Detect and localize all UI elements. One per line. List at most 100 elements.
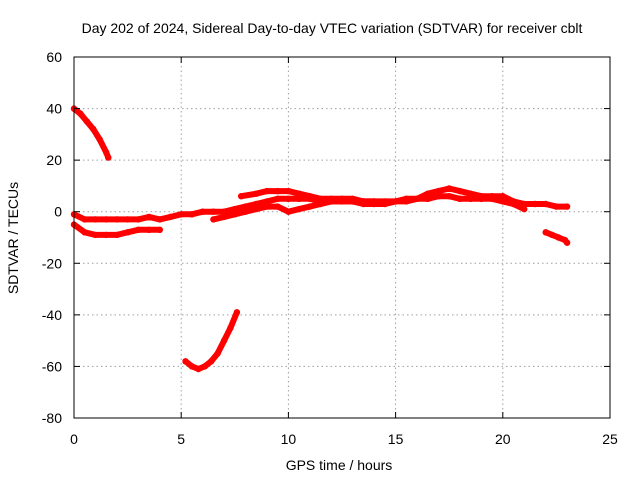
data-point bbox=[188, 363, 196, 370]
data-point bbox=[92, 216, 99, 223]
series-line bbox=[210, 198, 378, 223]
data-point bbox=[105, 154, 112, 161]
series-arc-f bbox=[210, 198, 378, 223]
data-point bbox=[488, 193, 496, 200]
data-point bbox=[113, 216, 121, 223]
data-point bbox=[199, 208, 206, 215]
data-point bbox=[156, 226, 163, 233]
data-point bbox=[214, 350, 221, 357]
data-point bbox=[263, 203, 271, 210]
data-point bbox=[542, 200, 549, 208]
data-point bbox=[242, 208, 249, 215]
data-point bbox=[435, 187, 442, 195]
data-point bbox=[201, 363, 208, 370]
grid-lines bbox=[74, 57, 610, 418]
data-point bbox=[113, 231, 121, 239]
data-point bbox=[371, 198, 378, 205]
data-point bbox=[210, 208, 217, 215]
data-point bbox=[542, 229, 549, 236]
data-point bbox=[295, 190, 303, 197]
data-point bbox=[381, 198, 389, 205]
series-arc-d bbox=[182, 309, 241, 373]
data-point bbox=[274, 187, 281, 195]
data-point bbox=[446, 193, 453, 200]
y-tick-label: -40 bbox=[42, 307, 62, 323]
data-point bbox=[103, 149, 110, 156]
data-point bbox=[210, 216, 217, 223]
data-point bbox=[220, 213, 228, 221]
series-arc-g bbox=[542, 229, 571, 246]
x-tick-label: 15 bbox=[388, 431, 404, 447]
data-point bbox=[548, 231, 556, 239]
data-point bbox=[238, 193, 245, 200]
x-axis-label: GPS time / hours bbox=[286, 457, 393, 473]
data-point bbox=[563, 203, 571, 210]
data-point bbox=[188, 211, 196, 218]
data-point bbox=[253, 205, 260, 213]
x-tick-label: 20 bbox=[495, 431, 511, 447]
data-point bbox=[317, 195, 324, 202]
data-point bbox=[81, 216, 88, 223]
data-point bbox=[360, 198, 367, 205]
data-point bbox=[328, 198, 335, 205]
data-point bbox=[263, 187, 271, 195]
data-point bbox=[253, 200, 260, 208]
y-tick-label: -80 bbox=[42, 410, 62, 426]
data-point bbox=[274, 203, 281, 210]
data-point bbox=[295, 205, 303, 213]
data-point bbox=[285, 208, 292, 215]
data-point bbox=[456, 187, 464, 195]
data-point bbox=[103, 216, 110, 223]
data-point bbox=[446, 185, 453, 192]
data-point bbox=[349, 198, 356, 205]
data-point bbox=[285, 187, 292, 195]
y-tick-label: 40 bbox=[46, 101, 62, 117]
data-point bbox=[456, 195, 464, 202]
x-tick-label: 25 bbox=[602, 431, 618, 447]
data-point bbox=[220, 337, 228, 344]
x-tick-label: 0 bbox=[70, 431, 78, 447]
y-tick-label: -20 bbox=[42, 255, 62, 271]
data-point bbox=[521, 200, 528, 208]
data-point bbox=[392, 198, 399, 205]
data-series bbox=[70, 105, 571, 373]
data-point bbox=[263, 198, 271, 205]
data-point bbox=[435, 193, 442, 200]
data-point bbox=[178, 211, 185, 218]
data-point bbox=[90, 126, 97, 133]
series-arc-c bbox=[70, 221, 163, 239]
plot-frame bbox=[73, 56, 611, 419]
data-point bbox=[233, 309, 241, 316]
x-tick-label: 5 bbox=[177, 431, 185, 447]
data-point bbox=[521, 205, 528, 213]
y-tick-label: -60 bbox=[42, 358, 62, 374]
y-tick-label: 60 bbox=[46, 49, 62, 65]
data-point bbox=[96, 136, 103, 143]
data-point bbox=[135, 226, 142, 233]
data-point bbox=[317, 200, 324, 208]
data-point bbox=[253, 190, 260, 197]
data-point bbox=[124, 216, 131, 223]
data-point bbox=[510, 198, 517, 205]
data-point bbox=[338, 198, 346, 205]
data-point bbox=[413, 195, 421, 202]
data-point bbox=[92, 231, 99, 239]
data-point bbox=[156, 216, 163, 223]
y-tick-label: 20 bbox=[46, 152, 62, 168]
data-point bbox=[555, 234, 562, 241]
x-tick-label: 10 bbox=[281, 431, 297, 447]
data-point bbox=[274, 195, 281, 202]
chart-title: Day 202 of 2024, Sidereal Day-to-day VTE… bbox=[82, 20, 583, 36]
data-point bbox=[531, 200, 539, 208]
data-point bbox=[103, 231, 110, 239]
data-point bbox=[124, 229, 131, 236]
data-point bbox=[242, 203, 249, 210]
data-point bbox=[145, 213, 153, 221]
data-point bbox=[83, 118, 91, 125]
data-point bbox=[135, 216, 142, 223]
y-axis-label: SDTVAR / TECUs bbox=[5, 182, 21, 294]
data-point bbox=[208, 358, 215, 365]
axis-ticks: 0 5 10 15 20 25 -80 -60 -40 -20 0 20 40 60 bbox=[42, 49, 618, 447]
series-arc-a bbox=[70, 105, 112, 161]
